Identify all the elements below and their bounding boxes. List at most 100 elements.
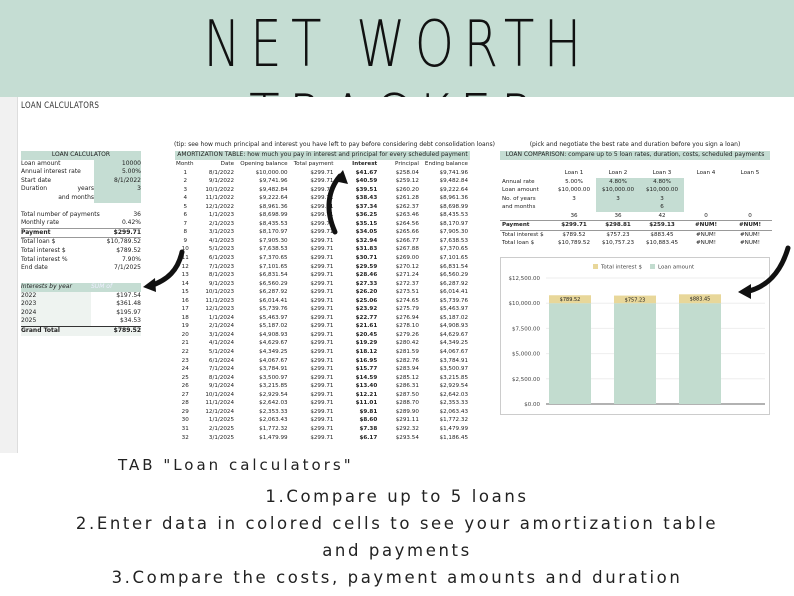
- cell: $8,170.97: [439, 220, 468, 227]
- cell: 5: [183, 203, 187, 210]
- cell: 18: [181, 314, 189, 321]
- input-cell[interactable]: 3: [94, 185, 141, 194]
- table-row: 13 8/1/2023 $6,831.54 $299.71 $28.46 $271.24 $…: [174, 271, 470, 280]
- input-cell[interactable]: 5.00%: [94, 168, 141, 177]
- comparison-tip: (pick and negotiate the best rate and du…: [529, 141, 741, 148]
- cell: 2: [183, 178, 187, 185]
- comparison-cell: 36: [570, 212, 578, 219]
- cell: $2,353.33: [259, 408, 288, 415]
- comparison-cell[interactable]: 3: [572, 195, 576, 202]
- output-label: Payment: [21, 228, 51, 236]
- amortization-header: AMORTIZATION TABLE: how much you pay in …: [175, 151, 470, 160]
- calc-title: LOAN CALCULATOR: [51, 151, 111, 158]
- cell: $299.71: [310, 425, 334, 432]
- cell: 10: [181, 246, 189, 253]
- cell: $299.71: [310, 323, 334, 330]
- cell: $287.50: [395, 391, 419, 398]
- cell: $41.67: [355, 169, 378, 176]
- comparison-cell[interactable]: $10,000.00: [640, 186, 684, 195]
- interest: $195.97: [116, 308, 141, 316]
- calc-input-row: Loan amount 10000: [21, 159, 141, 169]
- comparison-cell: #NUM!: [738, 222, 762, 229]
- months-input-cell[interactable]: [94, 193, 141, 203]
- comparison-cell[interactable]: 5.00%: [565, 178, 583, 185]
- cell: $1,186.45: [439, 434, 468, 441]
- table-row: 21 4/1/2024 $4,629.67 $299.71 $19.29 $280.42 $…: [174, 339, 470, 348]
- y-tick-label: $12,500.00: [509, 276, 541, 282]
- interests-by-year: Interests by year SUM of 2022 $197.54 2023 $3…: [21, 283, 141, 336]
- cell: $21.61: [355, 323, 378, 330]
- output-value: 0.42%: [121, 219, 141, 227]
- table-row: 3 10/1/2022 $9,482.84 $299.71 $39.51 $260.20 $…: [174, 186, 470, 195]
- cell: $9,741.96: [259, 178, 288, 185]
- table-row: 29 12/1/2024 $2,353.33 $299.71 $9.81 $289.90 $…: [174, 408, 470, 417]
- cell: $7,101.65: [259, 263, 288, 270]
- total-label: Grand Total: [21, 326, 60, 334]
- cell: $299.71: [310, 289, 334, 296]
- cell: 8/1/2024: [208, 374, 235, 381]
- comparison-cell[interactable]: $10,000.00: [557, 187, 591, 194]
- bar-total-interest: [549, 295, 591, 304]
- feature-1: 1.Compare up to 5 loans: [265, 487, 529, 506]
- cell: 19: [181, 323, 189, 330]
- comparison-cell[interactable]: 3: [596, 194, 640, 204]
- table-row: 18 1/1/2024 $5,463.97 $299.71 $22.77 $276.94 $…: [174, 314, 470, 323]
- cell: $4,908.93: [259, 331, 288, 338]
- calc-output-row: End date 7/1/2025: [21, 264, 141, 273]
- table-row: 19 2/1/2024 $5,187.02 $299.71 $21.61 $278.10 $…: [174, 322, 470, 331]
- cell: $6,287.92: [439, 280, 468, 287]
- cell: $31.83: [355, 246, 378, 253]
- cell: $39.51: [355, 186, 378, 193]
- cell: $6.17: [359, 434, 378, 441]
- cell: $4,067.67: [439, 349, 468, 356]
- cell: $37.34: [355, 203, 378, 210]
- cell: $289.90: [395, 408, 419, 415]
- comparison-cell[interactable]: 4.80%: [640, 177, 684, 187]
- y-tick-label: $5,000.00: [512, 352, 540, 358]
- cell: 11/1/2022: [205, 195, 235, 202]
- cell: $299.71: [310, 246, 334, 253]
- cell: $263.46: [395, 212, 419, 219]
- bar-total-interest: [679, 294, 721, 304]
- cell: 4/1/2024: [208, 340, 235, 347]
- input-cell[interactable]: 10000: [94, 159, 141, 169]
- comparison-cell: #NUM!: [739, 231, 761, 238]
- cell: $6,831.54: [259, 272, 288, 279]
- cell: $8,170.97: [259, 229, 288, 236]
- comparison-cell[interactable]: 3: [640, 194, 684, 204]
- cell: 11/1/2024: [205, 400, 235, 407]
- cell: $7,905.30: [259, 237, 288, 244]
- y-tick-label: $10,000.00: [509, 301, 541, 307]
- cell: 15: [181, 289, 189, 296]
- cell: 16: [181, 297, 189, 304]
- comparison-cell: $10,789.52: [557, 240, 591, 247]
- cell: $9.81: [359, 408, 378, 415]
- cell: 29: [181, 408, 189, 415]
- cell: 24: [181, 366, 189, 373]
- comparison-row: No. of years 3 3 3: [500, 194, 772, 204]
- cell: $6,014.41: [259, 297, 288, 304]
- comparison-cell: $298.81: [605, 222, 631, 229]
- cell: $283.94: [395, 366, 419, 373]
- input-cell[interactable]: 8/1/2022: [94, 176, 141, 186]
- cell: $291.11: [395, 417, 419, 424]
- comparison-cell[interactable]: 4.80%: [596, 177, 640, 187]
- cell: 11: [181, 255, 189, 262]
- table-row: 22 5/1/2024 $4,349.25 $299.71 $18.12 $281.59 $…: [174, 348, 470, 357]
- column-header: Month: [176, 161, 194, 167]
- cell: $30.71: [355, 255, 378, 262]
- cell: $5,739.76: [439, 297, 468, 304]
- cell: $299.71: [310, 391, 334, 398]
- comparison-cell[interactable]: 6: [640, 203, 684, 212]
- cell: $273.51: [395, 289, 419, 296]
- cell: $7,370.65: [259, 255, 288, 262]
- column-header: Opening balance: [240, 161, 288, 167]
- bar-loan-amount: [614, 303, 656, 404]
- cell: 22: [181, 349, 189, 356]
- cell: $282.76: [395, 357, 419, 364]
- comparison-cell[interactable]: [596, 203, 640, 212]
- comparison-cell[interactable]: $10,000.00: [596, 186, 640, 195]
- row-label: Payment: [502, 222, 530, 229]
- cell: $1,772.32: [259, 425, 288, 432]
